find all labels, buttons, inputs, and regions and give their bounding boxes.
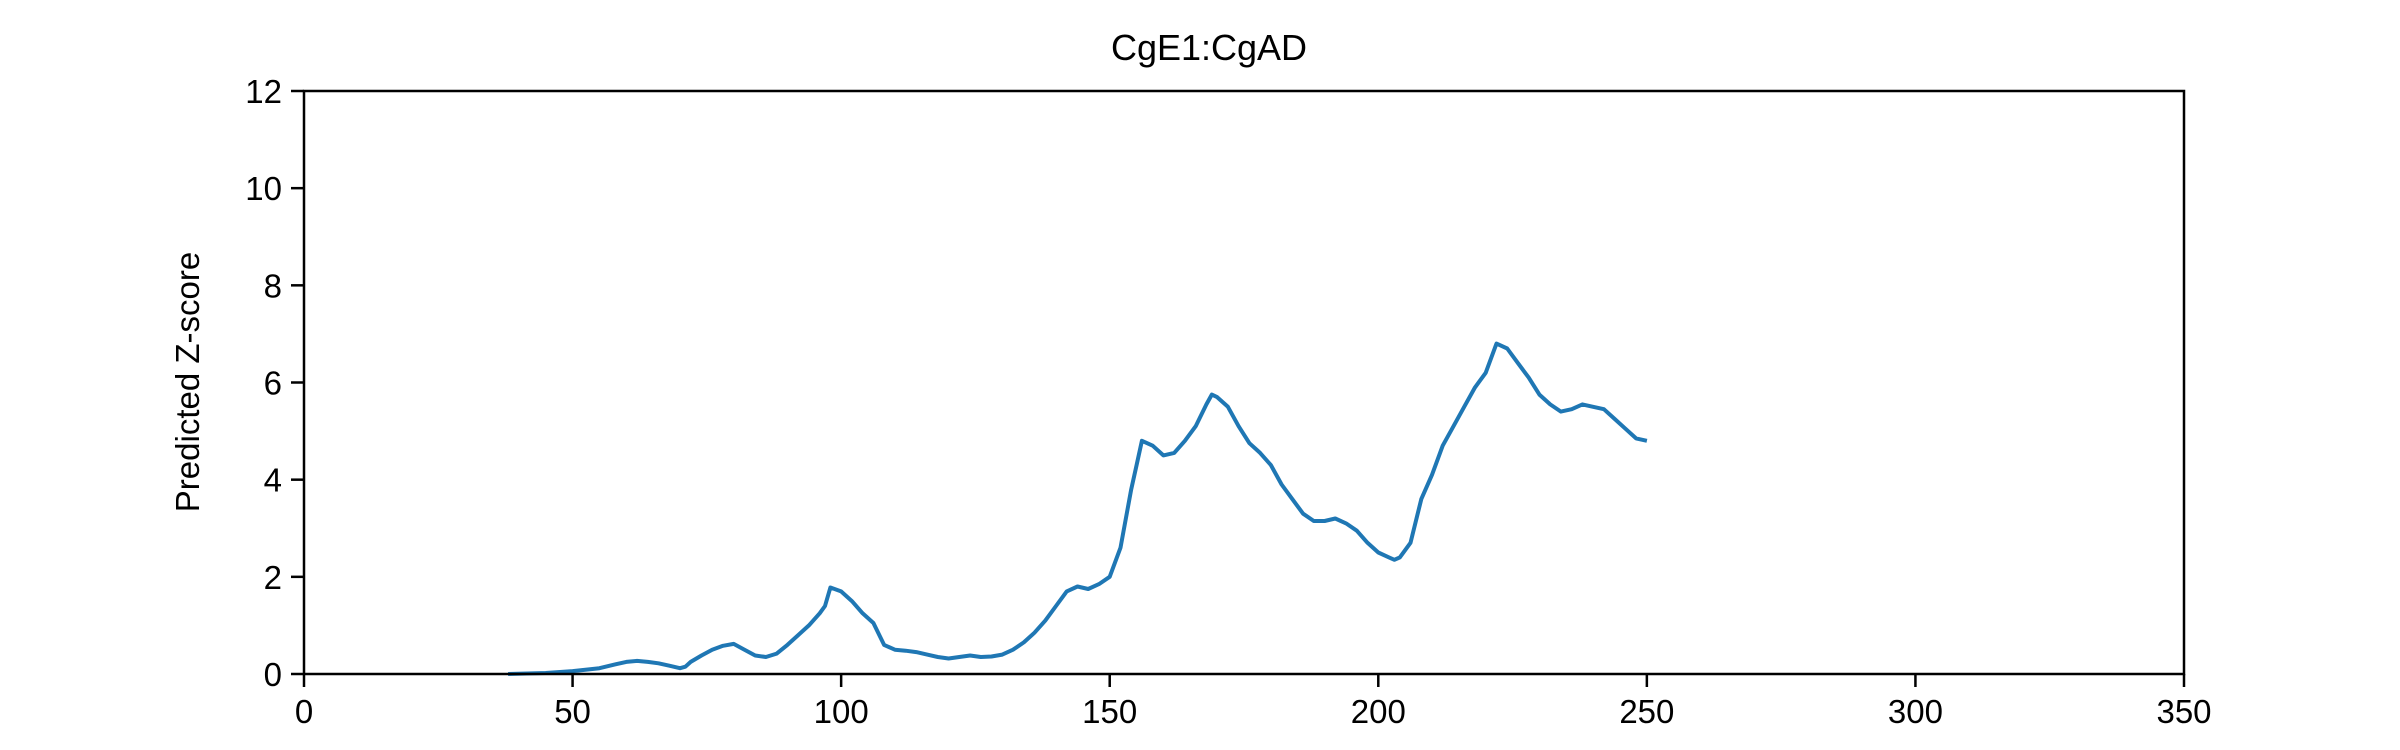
x-tick-label: 150 (1082, 693, 1137, 730)
x-tick-label: 0 (295, 693, 313, 730)
series-line (508, 341, 1648, 676)
x-tick-label: 300 (1888, 693, 1943, 730)
y-tick-label: 2 (264, 559, 282, 596)
x-tick-label: 200 (1351, 693, 1406, 730)
y-tick-label: 8 (264, 267, 282, 304)
y-ticks: 0 2 4 6 8 10 12 (245, 73, 304, 693)
y-tick-label: 0 (264, 656, 282, 693)
x-ticks: 0 50 100 150 200 250 300 350 (295, 674, 2212, 730)
x-tick-label: 50 (554, 693, 591, 730)
x-tick-label: 350 (2156, 693, 2211, 730)
axes-frame (302, 89, 2186, 676)
x-tick-label: 100 (814, 693, 869, 730)
y-axis-label: Predicted Z-score (169, 252, 206, 512)
plot-area (508, 341, 1648, 676)
y-tick-label: 4 (264, 462, 282, 499)
chart-title: CgE1:CgAD (1111, 27, 1307, 68)
y-tick-label: 10 (245, 170, 282, 207)
y-tick-label: 6 (264, 365, 282, 402)
x-tick-label: 250 (1619, 693, 1674, 730)
y-tick-label: 12 (245, 73, 282, 110)
